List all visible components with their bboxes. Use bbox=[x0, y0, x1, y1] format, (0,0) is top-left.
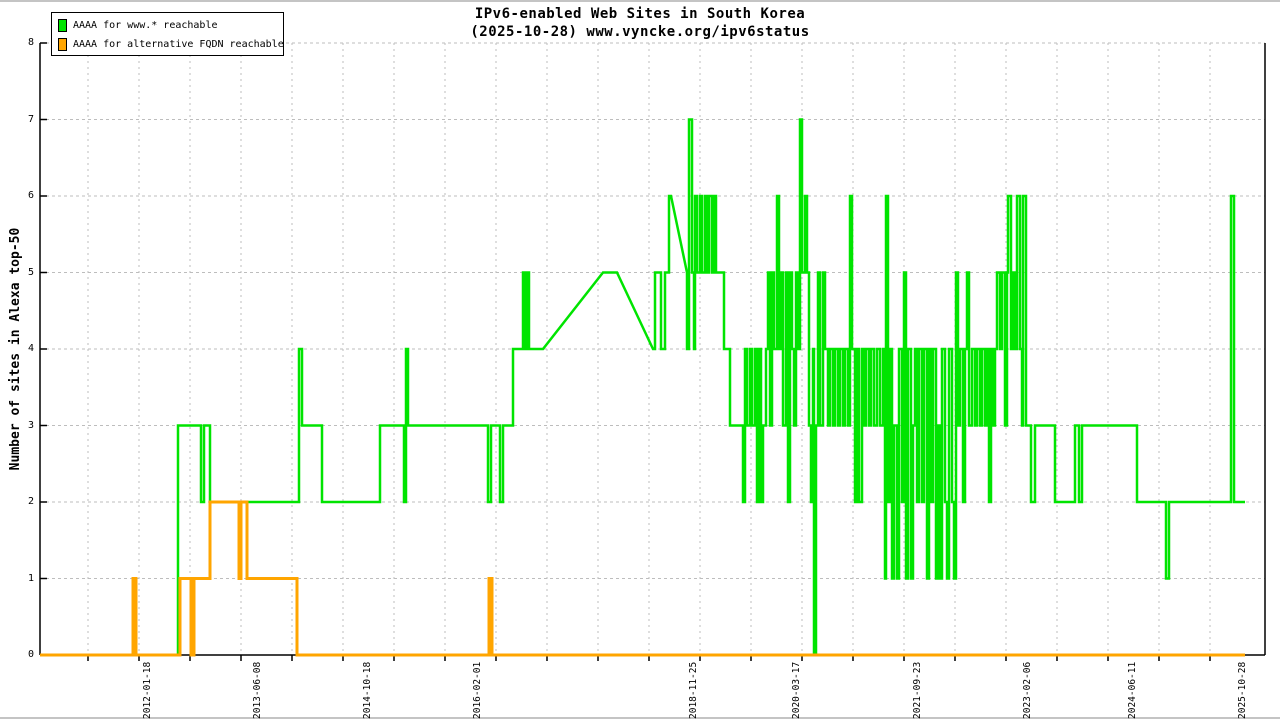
x-tick-label: 2018-11-25 bbox=[688, 661, 699, 719]
chart-subtitle: (2025-10-28) www.vyncke.org/ipv6status bbox=[470, 24, 810, 40]
chart-title: IPv6-enabled Web Sites in South Korea bbox=[474, 6, 806, 22]
x-tick-label: 2024-06-11 bbox=[1127, 661, 1138, 719]
y-tick-label: 6 bbox=[27, 190, 34, 201]
x-tick-label: 2012-01-18 bbox=[142, 661, 153, 719]
x-tick-label: 2021-09-23 bbox=[912, 661, 923, 719]
legend-label-www: AAAA for www.* reachable bbox=[73, 20, 218, 31]
x-tick-label: 2013-06-08 bbox=[252, 661, 263, 719]
top-border-line bbox=[0, 0, 1280, 2]
legend-item-www: AAAA for www.* reachable bbox=[58, 16, 283, 35]
y-tick-label: 2 bbox=[27, 496, 34, 507]
y-tick-label: 3 bbox=[27, 419, 34, 431]
y-tick-label: 5 bbox=[27, 266, 34, 278]
y-tick-label: 0 bbox=[27, 649, 34, 660]
www-series-line bbox=[40, 118, 1245, 657]
x-tick-label: 2025-10-28 bbox=[1237, 661, 1248, 719]
x-tick-label: 2014-10-18 bbox=[362, 661, 373, 719]
bottom-border-line bbox=[0, 717, 1280, 719]
y-tick-label: 7 bbox=[27, 113, 34, 125]
alt-fqdn-series-swatch-icon bbox=[58, 38, 67, 51]
legend-item-alt-fqdn: AAAA for alternative FQDN reachable bbox=[58, 35, 284, 54]
y-tick-label: 1 bbox=[27, 572, 34, 584]
y-tick-label: 4 bbox=[27, 343, 34, 354]
x-tick-label: 2020-03-17 bbox=[791, 661, 802, 719]
legend-label-alt-fqdn: AAAA for alternative FQDN reachable bbox=[73, 39, 284, 50]
x-tick-label: 2023-02-06 bbox=[1022, 661, 1033, 719]
www-series-swatch-icon bbox=[58, 19, 67, 32]
alt-fqdn-series-line bbox=[40, 500, 1245, 657]
x-tick-label: 2016-02-01 bbox=[472, 661, 483, 719]
legend-box: AAAA for www.* reachable AAAA for altern… bbox=[51, 12, 284, 56]
y-tick-label: 8 bbox=[27, 37, 34, 48]
